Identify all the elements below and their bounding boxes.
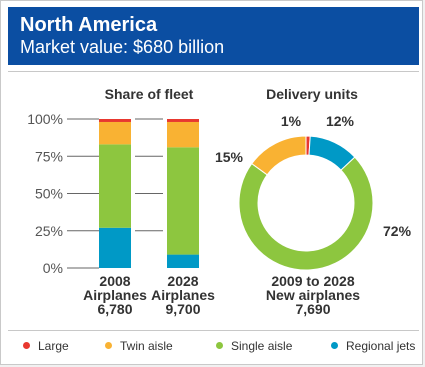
donut-slice-twin-aisle	[251, 135, 307, 176]
market-value-subtitle: Market value: $680 billion	[20, 37, 225, 57]
donut-caption: 2009 to 2028	[271, 273, 354, 289]
legend-item-large: Large	[23, 339, 69, 353]
donut-caption: New airplanes	[266, 287, 360, 303]
slice-percent-label: 1%	[281, 113, 302, 129]
bar-segment-regional-jets	[99, 227, 131, 268]
legend-label: Regional jets	[346, 339, 416, 353]
category-label: 6,780	[97, 301, 132, 317]
legend-label: Single aisle	[231, 339, 293, 353]
legend-swatch	[216, 342, 223, 349]
legend-item-single-aisle: Single aisle	[216, 339, 292, 353]
category-label: Airplanes	[151, 287, 215, 303]
bar-segment-single-aisle	[167, 147, 199, 255]
donut-caption: 7,690	[295, 301, 330, 317]
bar-segment-twin-aisle	[167, 121, 199, 148]
bar-segment-large	[99, 119, 131, 122]
y-tick-label: 100%	[27, 111, 63, 127]
chart-legend: Large Twin aisle Single aisle Regional jets	[15, 336, 415, 358]
bar-segment-twin-aisle	[99, 121, 131, 145]
y-tick-label: 25%	[35, 223, 63, 239]
bar-segment-single-aisle	[99, 144, 131, 228]
category-label: 2008	[99, 273, 130, 289]
y-tick-label: 0%	[43, 260, 63, 276]
legend-swatch	[331, 342, 338, 349]
legend-swatch	[105, 342, 112, 349]
slice-percent-label: 72%	[383, 223, 412, 239]
fleet-stacked-bar-chart: 100%75%50%25%0%2008Airplanes6,7802028Air…	[27, 111, 215, 317]
donut-slice-single-aisle	[238, 156, 374, 271]
charts-area: Share of fleet Delivery units 100% 75% 50%…	[27, 86, 412, 317]
region-title: North America	[20, 14, 158, 36]
legend-label: Twin aisle	[120, 339, 173, 353]
top-divider	[8, 71, 419, 72]
region-header: North America Market value: $680 billion	[8, 7, 419, 65]
category-label: 2028	[167, 273, 198, 289]
slice-percent-label: 12%	[326, 113, 355, 129]
y-tick-label: 50%	[35, 186, 63, 202]
legend-item-regional-jets: Regional jets	[331, 339, 415, 353]
legend-swatch	[23, 342, 30, 349]
y-tick-label: 75%	[35, 148, 63, 164]
bottom-divider	[8, 330, 419, 331]
legend-label: Large	[38, 339, 69, 353]
bar-segment-large	[167, 119, 199, 122]
delivery-chart-title: Delivery units	[266, 86, 358, 102]
slice-percent-label: 15%	[215, 149, 244, 165]
bar-segment-regional-jets	[167, 254, 199, 268]
category-label: 9,700	[165, 301, 200, 317]
legend-item-twin-aisle: Twin aisle	[105, 339, 173, 353]
fleet-chart-title: Share of fleet	[105, 86, 194, 102]
category-label: Airplanes	[83, 287, 147, 303]
